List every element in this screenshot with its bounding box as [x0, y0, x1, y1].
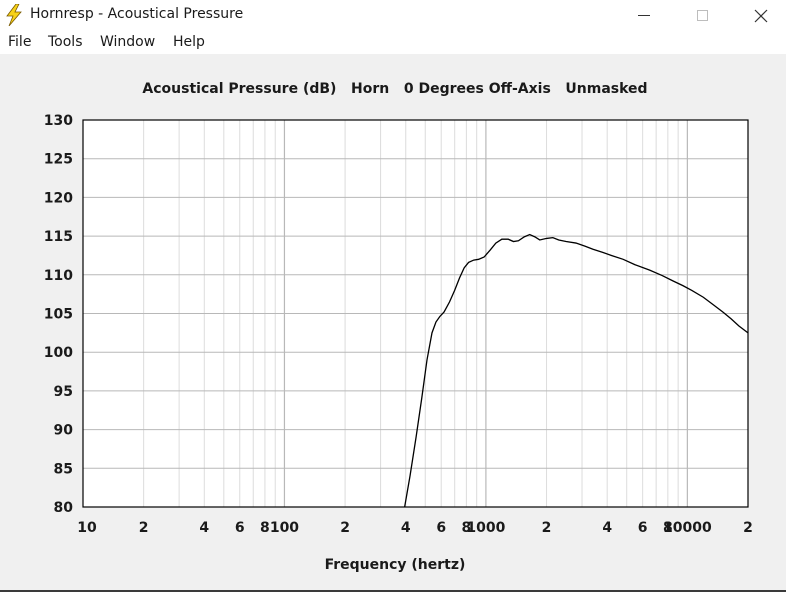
menu-file[interactable]: File	[8, 34, 32, 50]
y-tick-label: 90	[54, 423, 74, 439]
x-tick-label: 4	[401, 520, 411, 536]
x-tick-label: 8	[260, 520, 270, 536]
x-tick-label: 2	[542, 520, 552, 536]
minimize-icon	[638, 15, 650, 16]
x-tick-label: 8	[462, 520, 472, 536]
maximize-icon	[697, 10, 708, 21]
menu-help[interactable]: Help	[173, 34, 205, 50]
y-tick-label: 110	[44, 268, 73, 284]
y-tick-label: 105	[44, 307, 73, 323]
x-axis-label: Frequency (hertz)	[325, 557, 466, 573]
chart-area: 80 85 90 95 100 105 110 115 120 125 130 10 2 4 6 8 100 2 4…	[0, 54, 786, 592]
x-tick-label: 2	[340, 520, 350, 536]
x-tick-label: 6	[638, 520, 648, 536]
close-icon	[754, 9, 768, 23]
menu-window[interactable]: Window	[100, 34, 156, 50]
y-tick-label: 85	[54, 461, 73, 477]
lightning-bolt-icon	[5, 3, 23, 27]
x-tick-label: 10	[77, 520, 97, 536]
close-button[interactable]	[738, 0, 784, 31]
y-tick-label: 115	[44, 229, 73, 245]
x-tick-label: 4	[199, 520, 209, 536]
chart-title: Acoustical Pressure (dB) Horn 0 Degrees …	[142, 81, 647, 97]
y-tick-label: 80	[54, 500, 74, 516]
y-tick-label: 95	[54, 384, 73, 400]
x-tick-label: 100	[270, 520, 299, 536]
menu-bar: File Tools Window Help	[0, 31, 786, 54]
x-tick-label: 6	[235, 520, 245, 536]
x-tick-label: 10000	[663, 520, 712, 536]
x-tick-label: 6	[436, 520, 446, 536]
title-bar: Hornresp - Acoustical Pressure	[0, 0, 786, 31]
x-tick-label: 2	[743, 520, 753, 536]
minimize-button[interactable]	[621, 0, 667, 31]
x-tick-label: 8	[663, 520, 673, 536]
window-bottom-edge	[0, 590, 786, 592]
window-title: Hornresp - Acoustical Pressure	[30, 6, 244, 22]
maximize-button[interactable]	[680, 0, 726, 31]
x-tick-label: 2	[139, 520, 149, 536]
x-tick-label: 1000	[466, 520, 505, 536]
x-tick-label: 4	[602, 520, 612, 536]
y-tick-label: 100	[44, 345, 73, 361]
y-tick-label: 125	[44, 152, 73, 168]
response-curve	[403, 233, 749, 508]
y-tick-label: 120	[44, 190, 73, 206]
y-tick-label: 130	[44, 113, 73, 129]
plot-border	[82, 119, 749, 508]
menu-tools[interactable]: Tools	[48, 34, 83, 50]
